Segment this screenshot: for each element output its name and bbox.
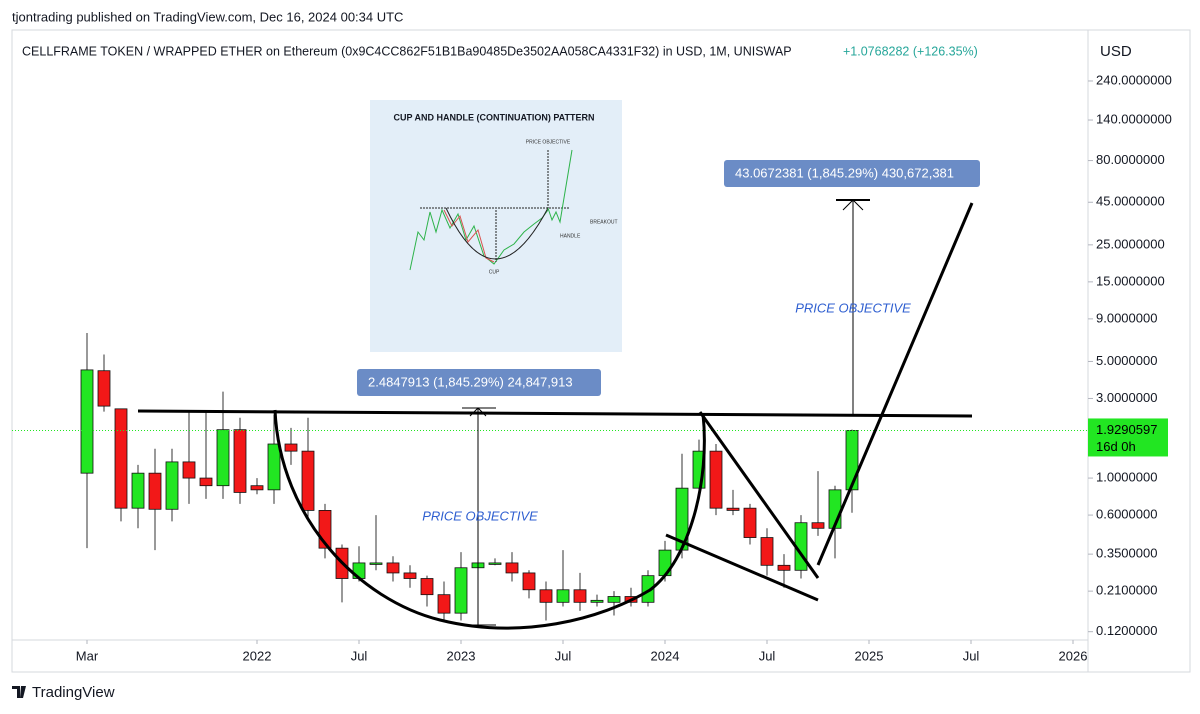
inset-line [409, 208, 549, 271]
measure-arrow [469, 407, 487, 417]
candle-body [437, 594, 451, 614]
currency: USD [1100, 43, 1132, 60]
y-tick-label: 0.6000000 [1096, 507, 1157, 522]
y-tick-label: 25.0000000 [1096, 236, 1165, 251]
candle-body [505, 562, 519, 574]
candle-body [97, 370, 111, 407]
candle-body [539, 589, 553, 603]
y-tick-label: 9.0000000 [1096, 310, 1157, 325]
candle-body [845, 430, 859, 491]
chart-title: CELLFRAME TOKEN / WRAPPED ETHER on Ether… [22, 44, 792, 58]
inset-label: PRICE OBJECTIVE [526, 139, 571, 145]
countdown: 16d 0h [1096, 439, 1136, 454]
y-tick-label: 240.0000000 [1096, 72, 1172, 87]
y-tick-label: 1.0000000 [1096, 470, 1157, 485]
projection-line [816, 202, 974, 566]
candle-body [114, 408, 128, 509]
candle-body [216, 429, 230, 487]
candle-body [607, 596, 621, 603]
inset-title: CUP AND HANDLE (CONTINUATION) PATTERN [394, 112, 595, 122]
logo-mark [12, 686, 26, 698]
x-tick-label: 2023 [447, 648, 476, 663]
candle-body [301, 450, 315, 511]
candle-body [556, 589, 570, 603]
candle-body [573, 589, 587, 603]
candle-body [182, 461, 196, 479]
candle-body [233, 429, 247, 493]
y-tick-label: 0.3500000 [1096, 546, 1157, 561]
candle-body [454, 567, 468, 614]
candle-body [199, 477, 213, 487]
publisher-line: tjontrading published on TradingView.com… [12, 9, 403, 24]
candle-body [403, 572, 417, 579]
handle-line [665, 533, 819, 602]
y-tick-label: 3.0000000 [1096, 390, 1157, 405]
candle-body [131, 472, 145, 509]
measure-box [357, 369, 601, 396]
candle-body [811, 522, 825, 529]
y-tick-label: 140.0000000 [1096, 111, 1172, 126]
measure-label: 2.4847913 (1,845.29%) 24,847,913 [368, 374, 573, 389]
candle-body [386, 562, 400, 574]
candle-body [590, 599, 604, 603]
measure-arrow [842, 199, 864, 211]
x-tick-label: 2022 [243, 648, 272, 663]
price-change: +1.0768282 (+126.35%) [843, 44, 978, 58]
footer-brand: TradingView [32, 684, 115, 701]
measures [462, 199, 870, 626]
y-tick-label: 0.2100000 [1096, 583, 1157, 598]
candle-body [760, 537, 774, 566]
candle-body [522, 572, 536, 591]
measure-label: 43.0672381 (1,845.29%) 430,672,381 [735, 165, 954, 180]
inset-image: CUP AND HANDLE (CONTINUATION) PATTERN PR… [370, 100, 622, 352]
candle-body [743, 507, 757, 538]
x-tick-label: Jul [963, 648, 980, 663]
inset-breakout [547, 149, 573, 224]
y-tick-label: 5.0000000 [1096, 353, 1157, 368]
x-tick-label: Jul [351, 648, 368, 663]
inset-line-red [443, 209, 495, 263]
x-tick-label: 2025 [855, 648, 884, 663]
candle-body [369, 562, 383, 565]
annotation: PRICE OBJECTIVE [795, 300, 911, 315]
y-tick-label: 45.0000000 [1096, 194, 1165, 209]
x-tick-label: Jul [759, 648, 776, 663]
inset-label: HANDLE [560, 233, 581, 239]
candle-body [148, 472, 162, 510]
candle-body [267, 443, 281, 491]
drawings [137, 202, 974, 630]
logo: TradingView [12, 684, 115, 701]
candle-body [641, 575, 655, 603]
resistance-line [137, 409, 973, 418]
x-tick-label: 2026 [1059, 648, 1088, 663]
candle-body [420, 578, 434, 596]
measure-box [724, 160, 980, 187]
candle-body [250, 485, 264, 491]
last-price-box [1088, 418, 1168, 457]
candle-body [284, 443, 298, 452]
inset-label: CUP [489, 269, 500, 275]
candle-body [80, 369, 94, 474]
x-tick-label: 2024 [651, 648, 680, 663]
candle-body [165, 461, 179, 510]
candle-body [777, 564, 791, 571]
last-price-label: 1.9290597 [1096, 422, 1157, 437]
handle-line [698, 411, 820, 579]
y-tick-label: 80.0000000 [1096, 152, 1165, 167]
y-tick-label: 15.0000000 [1096, 273, 1165, 288]
x-tick-label: Mar [76, 648, 99, 663]
inset-label: BREAKOUT [590, 219, 618, 225]
cup-arc [273, 409, 706, 630]
candle-body [709, 450, 723, 509]
annotation: PRICE OBJECTIVE [422, 508, 538, 523]
y-tick-label: 0.1200000 [1096, 623, 1157, 638]
chart-frame [11, 29, 1191, 673]
candle-body [726, 507, 740, 511]
candle-body [488, 562, 502, 565]
x-tick-label: Jul [555, 648, 572, 663]
